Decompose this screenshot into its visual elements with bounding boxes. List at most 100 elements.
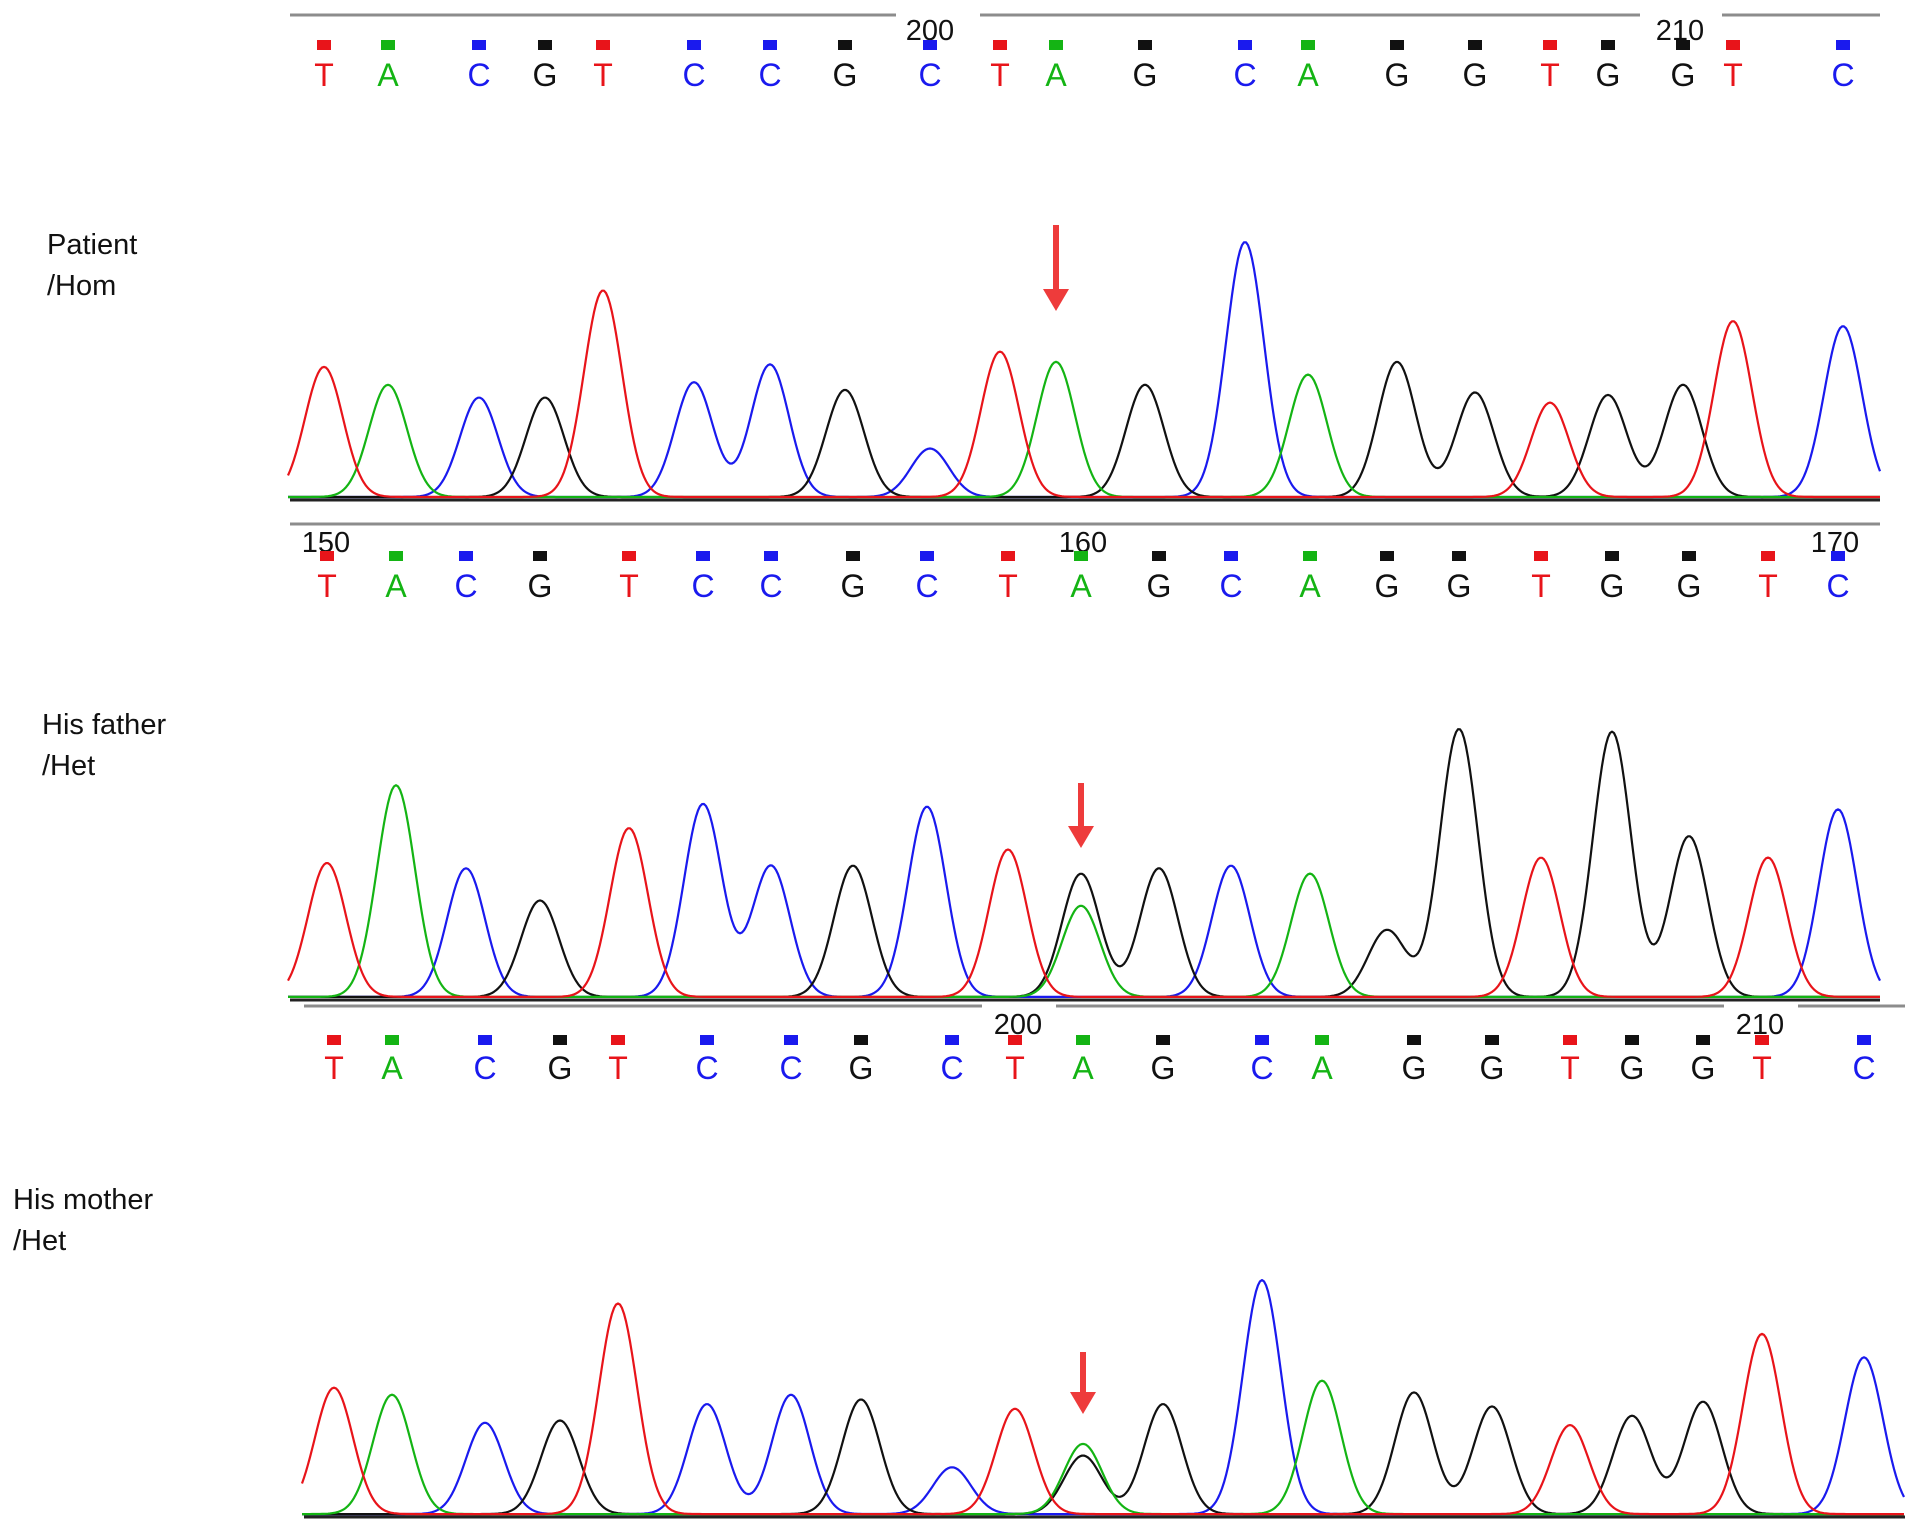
base-call-letter: C <box>918 57 941 93</box>
quality-marker <box>1008 1035 1022 1045</box>
base-call-letter: C <box>691 568 714 604</box>
base-call-letter: C <box>758 57 781 93</box>
quality-marker <box>1049 40 1063 50</box>
quality-marker <box>596 40 610 50</box>
variant-arrow-icon <box>1070 1352 1096 1414</box>
base-call-letter: G <box>849 1050 874 1086</box>
quality-marker <box>459 551 473 561</box>
base-call-letter: C <box>1852 1050 1875 1086</box>
quality-marker <box>784 1035 798 1045</box>
quality-marker <box>945 1035 959 1045</box>
quality-marker <box>920 551 934 561</box>
base-call-letter: G <box>1671 57 1696 93</box>
base-call-letter: G <box>548 1050 573 1086</box>
quality-marker <box>696 551 710 561</box>
trace-A <box>302 1379 1904 1516</box>
trace-G <box>288 728 1880 998</box>
quality-marker <box>1831 551 1845 561</box>
base-call-letter: G <box>528 568 553 604</box>
base-call-letter: A <box>1311 1050 1333 1086</box>
quality-marker <box>385 1035 399 1045</box>
base-call-letter: A <box>1045 57 1067 93</box>
base-call-letter: G <box>1151 1050 1176 1086</box>
base-call-letter: A <box>377 57 399 93</box>
base-call-letter: T <box>1560 1050 1580 1086</box>
base-call-letter: T <box>1005 1050 1025 1086</box>
quality-marker <box>1156 1035 1170 1045</box>
quality-marker <box>1152 551 1166 561</box>
quality-marker <box>1696 1035 1710 1045</box>
quality-marker <box>1682 551 1696 561</box>
trace-T <box>286 289 1880 499</box>
base-call-letter: C <box>1250 1050 1273 1086</box>
panel-label-line: His mother <box>13 1184 154 1216</box>
quality-marker <box>846 551 860 561</box>
base-call-letter: C <box>682 57 705 93</box>
quality-marker <box>923 40 937 50</box>
base-call-letter: G <box>841 568 866 604</box>
panel-label-line: /Het <box>13 1225 67 1257</box>
quality-marker <box>1074 551 1088 561</box>
trace-A <box>288 360 1880 499</box>
quality-marker <box>1238 40 1252 50</box>
quality-marker <box>611 1035 625 1045</box>
quality-marker <box>317 40 331 50</box>
base-call-letter: T <box>324 1050 344 1086</box>
quality-marker <box>478 1035 492 1045</box>
base-call-letter: C <box>467 57 490 93</box>
quality-marker <box>1407 1035 1421 1045</box>
base-call-letter: T <box>619 568 639 604</box>
base-call-letter: T <box>990 57 1010 93</box>
variant-arrow-icon <box>1043 225 1069 311</box>
base-call-letter: G <box>1133 57 1158 93</box>
trace-G <box>288 360 1880 499</box>
quality-marker <box>993 40 1007 50</box>
quality-marker <box>538 40 552 50</box>
quality-marker <box>1224 551 1238 561</box>
quality-marker <box>1138 40 1152 50</box>
base-call-letter: G <box>1147 568 1172 604</box>
base-call-letter: G <box>1402 1050 1427 1086</box>
base-call-letter: T <box>1758 568 1778 604</box>
base-call-letter: A <box>1072 1050 1094 1086</box>
quality-marker <box>1315 1035 1329 1045</box>
base-call-letter: C <box>1826 568 1849 604</box>
quality-marker <box>854 1035 868 1045</box>
base-call-letter: C <box>454 568 477 604</box>
panel-label-line: /Hom <box>47 270 117 302</box>
quality-marker <box>1755 1035 1769 1045</box>
base-call-letter: G <box>1596 57 1621 93</box>
quality-marker <box>1761 551 1775 561</box>
base-call-letter: T <box>1723 57 1743 93</box>
base-call-letter: A <box>1299 568 1321 604</box>
quality-marker <box>320 551 334 561</box>
base-call-letter: G <box>1691 1050 1716 1086</box>
quality-marker <box>1543 40 1557 50</box>
trace-T <box>287 827 1880 998</box>
panel-label-patient: Patient /Hom <box>47 225 137 307</box>
panel-label-line: Patient <box>47 229 138 261</box>
quality-marker <box>1857 1035 1871 1045</box>
quality-marker <box>1485 1035 1499 1045</box>
base-call-letter: C <box>915 568 938 604</box>
base-call-letter: T <box>998 568 1018 604</box>
base-call-letter: C <box>473 1050 496 1086</box>
quality-marker <box>327 1035 341 1045</box>
quality-marker <box>1676 40 1690 50</box>
base-call-letter: G <box>1620 1050 1645 1086</box>
base-call-letter: C <box>1219 568 1242 604</box>
trace-G <box>302 1391 1904 1516</box>
base-call-letter: C <box>940 1050 963 1086</box>
quality-marker <box>1076 1035 1090 1045</box>
panel-label-line: His father <box>42 709 167 741</box>
quality-marker <box>1563 1035 1577 1045</box>
quality-marker <box>687 40 701 50</box>
quality-marker <box>1836 40 1850 50</box>
variant-arrow-icon <box>1068 783 1094 848</box>
quality-marker <box>1380 551 1394 561</box>
base-call-letter: T <box>1540 57 1560 93</box>
panel-label-father: His father /Het <box>42 705 166 787</box>
base-call-letter: G <box>1375 568 1400 604</box>
